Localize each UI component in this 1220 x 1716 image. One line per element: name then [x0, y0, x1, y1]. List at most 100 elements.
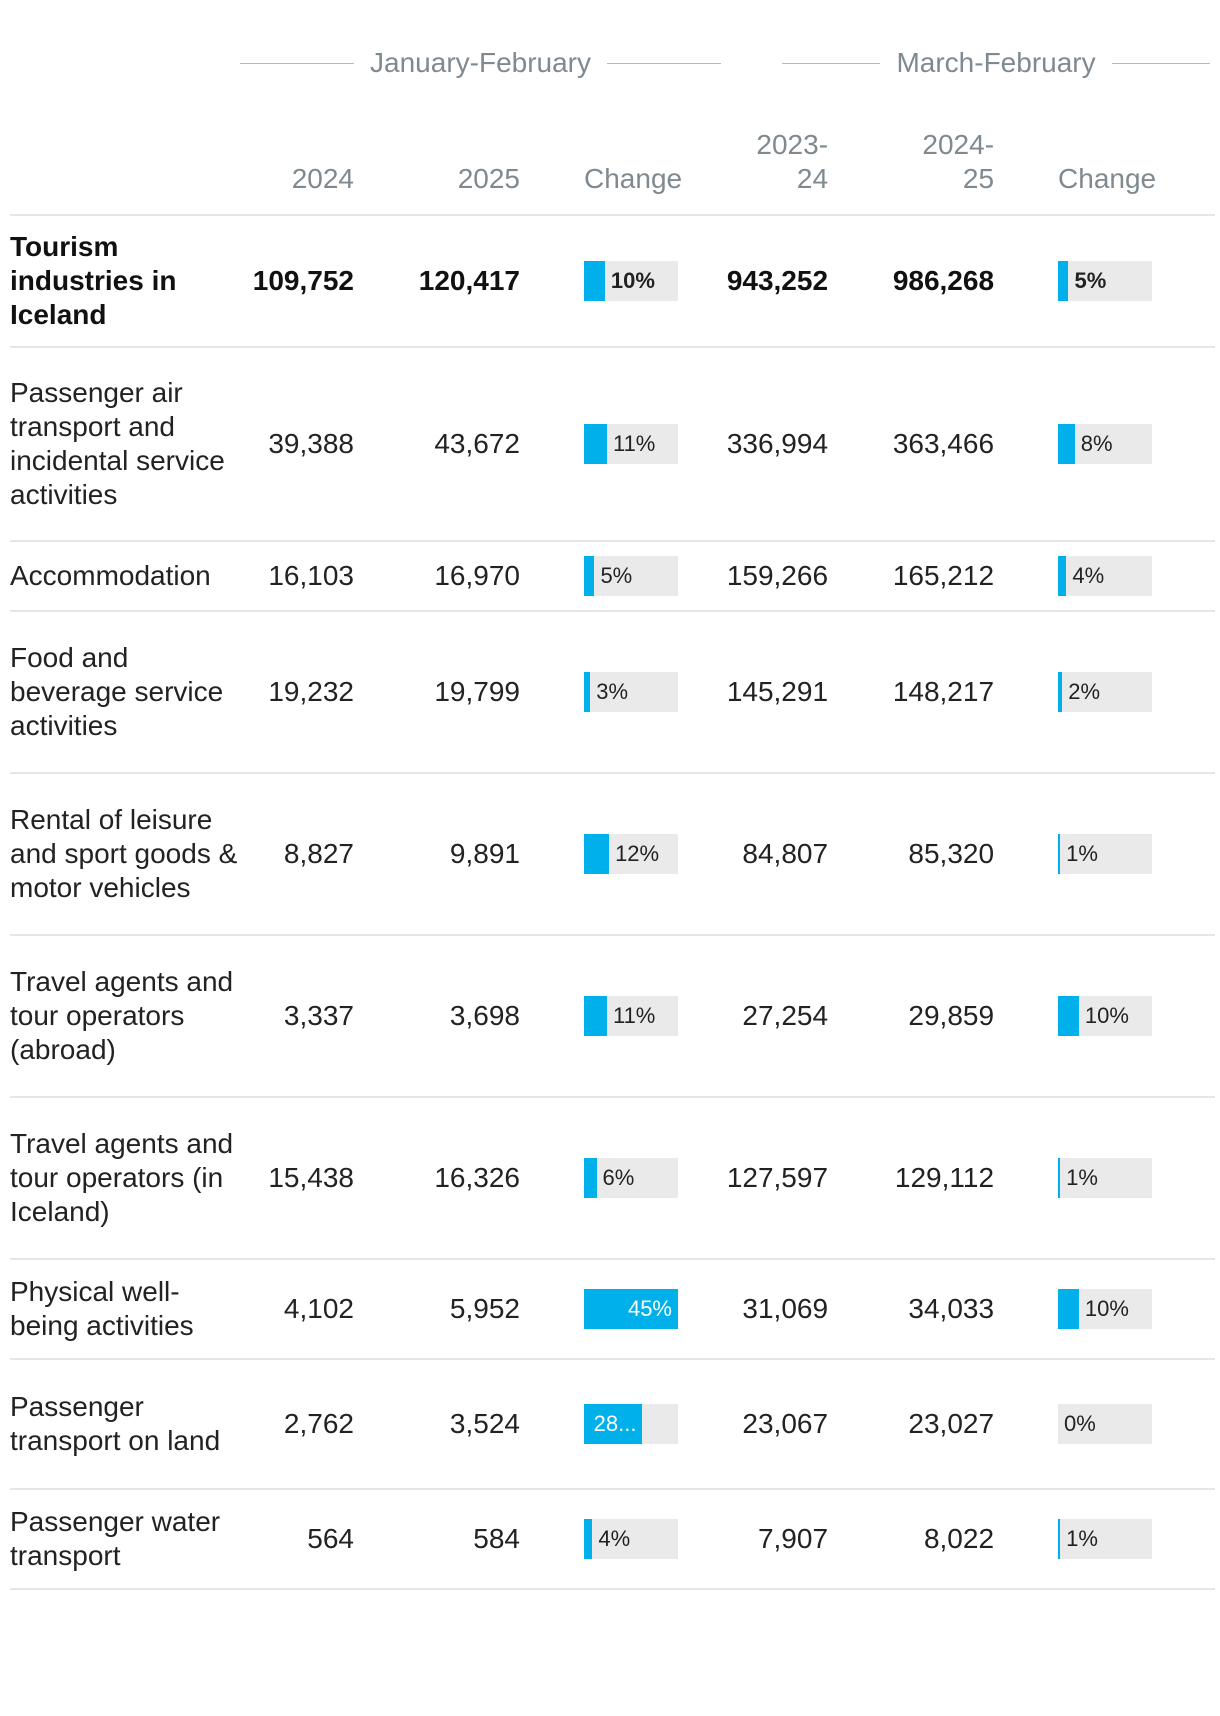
value-mf-2024-25: 29,859 — [880, 935, 1047, 1098]
value-jf-2024: 3,337 — [240, 935, 406, 1098]
value-mf-2024-25: 34,033 — [880, 1259, 1047, 1360]
row-name: Tourism industries in Iceland — [10, 215, 240, 348]
row-name: Rental of leisure and sport goods & moto… — [10, 773, 240, 936]
value-mf-2024-25: 85,320 — [880, 773, 1047, 936]
row-name: Physical well-being activities — [10, 1259, 240, 1360]
value-jf-2025: 43,672 — [406, 347, 572, 542]
change-bar-track: 11% — [584, 424, 678, 464]
header-2025: 2025 — [406, 98, 572, 216]
table-row: Accommodation 16,103 16,970 5% 159,266 165,21… — [10, 541, 1216, 612]
value-jf-2024: 39,388 — [240, 347, 406, 542]
value-jf-2025: 16,326 — [406, 1097, 572, 1260]
value-mf-2023-24: 127,597 — [726, 1097, 881, 1260]
change-bar — [584, 1519, 593, 1559]
change-bar — [584, 424, 607, 464]
value-jf-2024: 19,232 — [240, 611, 406, 774]
change-bar-track: 2% — [1058, 672, 1153, 712]
header-name — [10, 98, 240, 216]
change-bar-track: 11% — [584, 996, 678, 1036]
value-mf-2023-24: 23,067 — [726, 1359, 881, 1490]
change-bar — [1058, 996, 1079, 1036]
row-name: Travel agents and tour operators (in Ice… — [10, 1097, 240, 1260]
table-body: Tourism industries in Iceland 109,752 120,… — [10, 215, 1216, 1590]
change-label: 11% — [612, 431, 656, 456]
change-label: 6% — [602, 1165, 635, 1190]
header-2025-label: 2025 — [457, 163, 520, 194]
change-cell: 0% — [1046, 1359, 1216, 1490]
value-jf-2024: 16,103 — [240, 541, 406, 612]
change-bar — [1058, 556, 1067, 596]
table-row: Travel agents and tour operators (in Ice… — [10, 1097, 1216, 1260]
change-label: 45% — [627, 1296, 672, 1321]
header-change-mf: Change — [1046, 98, 1216, 216]
header-2023-24: 2023- 24 — [726, 98, 881, 216]
change-label: 5% — [1074, 268, 1107, 293]
change-bar — [584, 1404, 643, 1444]
change-bar-track: 10% — [1058, 1289, 1153, 1329]
change-label: 3% — [596, 679, 629, 704]
header-change-jf: Change — [572, 98, 727, 216]
change-bar — [1058, 261, 1069, 301]
header-2024-25-label: 2024- 25 — [922, 129, 995, 194]
change-label: 5% — [600, 563, 633, 588]
table-row: Rental of leisure and sport goods & moto… — [10, 773, 1216, 936]
change-cell: 2% — [1046, 611, 1216, 774]
divider — [1111, 62, 1211, 64]
value-mf-2024-25: 129,112 — [880, 1097, 1047, 1260]
change-label: 4% — [1072, 563, 1105, 588]
row-name: Passenger air transport and incidental s… — [10, 347, 240, 542]
change-cell: 3% — [572, 611, 727, 774]
value-jf-2024: 564 — [240, 1489, 406, 1590]
change-cell: 8% — [1046, 347, 1216, 542]
group-spacer — [10, 28, 240, 98]
change-cell: 45% — [572, 1259, 727, 1360]
value-mf-2023-24: 7,907 — [726, 1489, 881, 1590]
change-bar — [1058, 424, 1075, 464]
change-label: 10% — [610, 268, 655, 293]
row-name: Passenger water transport — [10, 1489, 240, 1590]
change-cell: 6% — [572, 1097, 727, 1260]
value-mf-2023-24: 336,994 — [726, 347, 881, 542]
group-header-jan-feb: January-February — [240, 28, 726, 98]
change-cell: 5% — [1046, 215, 1216, 348]
value-mf-2024-25: 148,217 — [880, 611, 1047, 774]
value-mf-2024-25: 23,027 — [880, 1359, 1047, 1490]
header-2024-25: 2024- 25 — [880, 98, 1047, 216]
change-bar — [584, 1158, 597, 1198]
change-cell: 11% — [572, 347, 727, 542]
change-label: 10% — [1084, 1003, 1129, 1028]
change-bar — [584, 1289, 678, 1329]
value-mf-2024-25: 986,268 — [880, 215, 1047, 348]
change-bar-track: 8% — [1058, 424, 1153, 464]
table-row: Physical well-being activities 4,102 5,952… — [10, 1259, 1216, 1360]
value-jf-2025: 120,417 — [406, 215, 572, 348]
change-bar — [1058, 672, 1063, 712]
change-label: 1% — [1066, 841, 1098, 866]
change-cell: 1% — [1046, 1097, 1216, 1260]
change-label: 10% — [1084, 1296, 1129, 1321]
table-row: Travel agents and tour operators (abroad… — [10, 935, 1216, 1098]
change-cell: 1% — [1046, 1489, 1216, 1590]
change-label: 4% — [598, 1526, 631, 1551]
group-label-jan-feb: January-February — [370, 47, 592, 78]
change-bar — [584, 261, 605, 301]
value-jf-2025: 3,524 — [406, 1359, 572, 1490]
value-mf-2023-24: 31,069 — [726, 1259, 881, 1360]
value-mf-2023-24: 27,254 — [726, 935, 881, 1098]
group-label-mar-feb: March-February — [896, 47, 1096, 78]
change-label: 28... — [593, 1411, 637, 1436]
header-change-mf-label: Change — [1058, 163, 1157, 194]
change-bar — [1058, 1519, 1061, 1559]
change-cell: 10% — [572, 215, 727, 348]
change-bar — [1058, 1158, 1061, 1198]
change-label: 11% — [612, 1003, 656, 1028]
value-jf-2024: 4,102 — [240, 1259, 406, 1360]
change-cell: 12% — [572, 773, 727, 936]
change-label: 12% — [615, 841, 660, 866]
change-label: 2% — [1068, 679, 1100, 704]
change-bar — [1058, 834, 1061, 874]
change-cell: 11% — [572, 935, 727, 1098]
value-mf-2023-24: 84,807 — [726, 773, 881, 936]
change-bar-track: 45% — [584, 1289, 678, 1329]
